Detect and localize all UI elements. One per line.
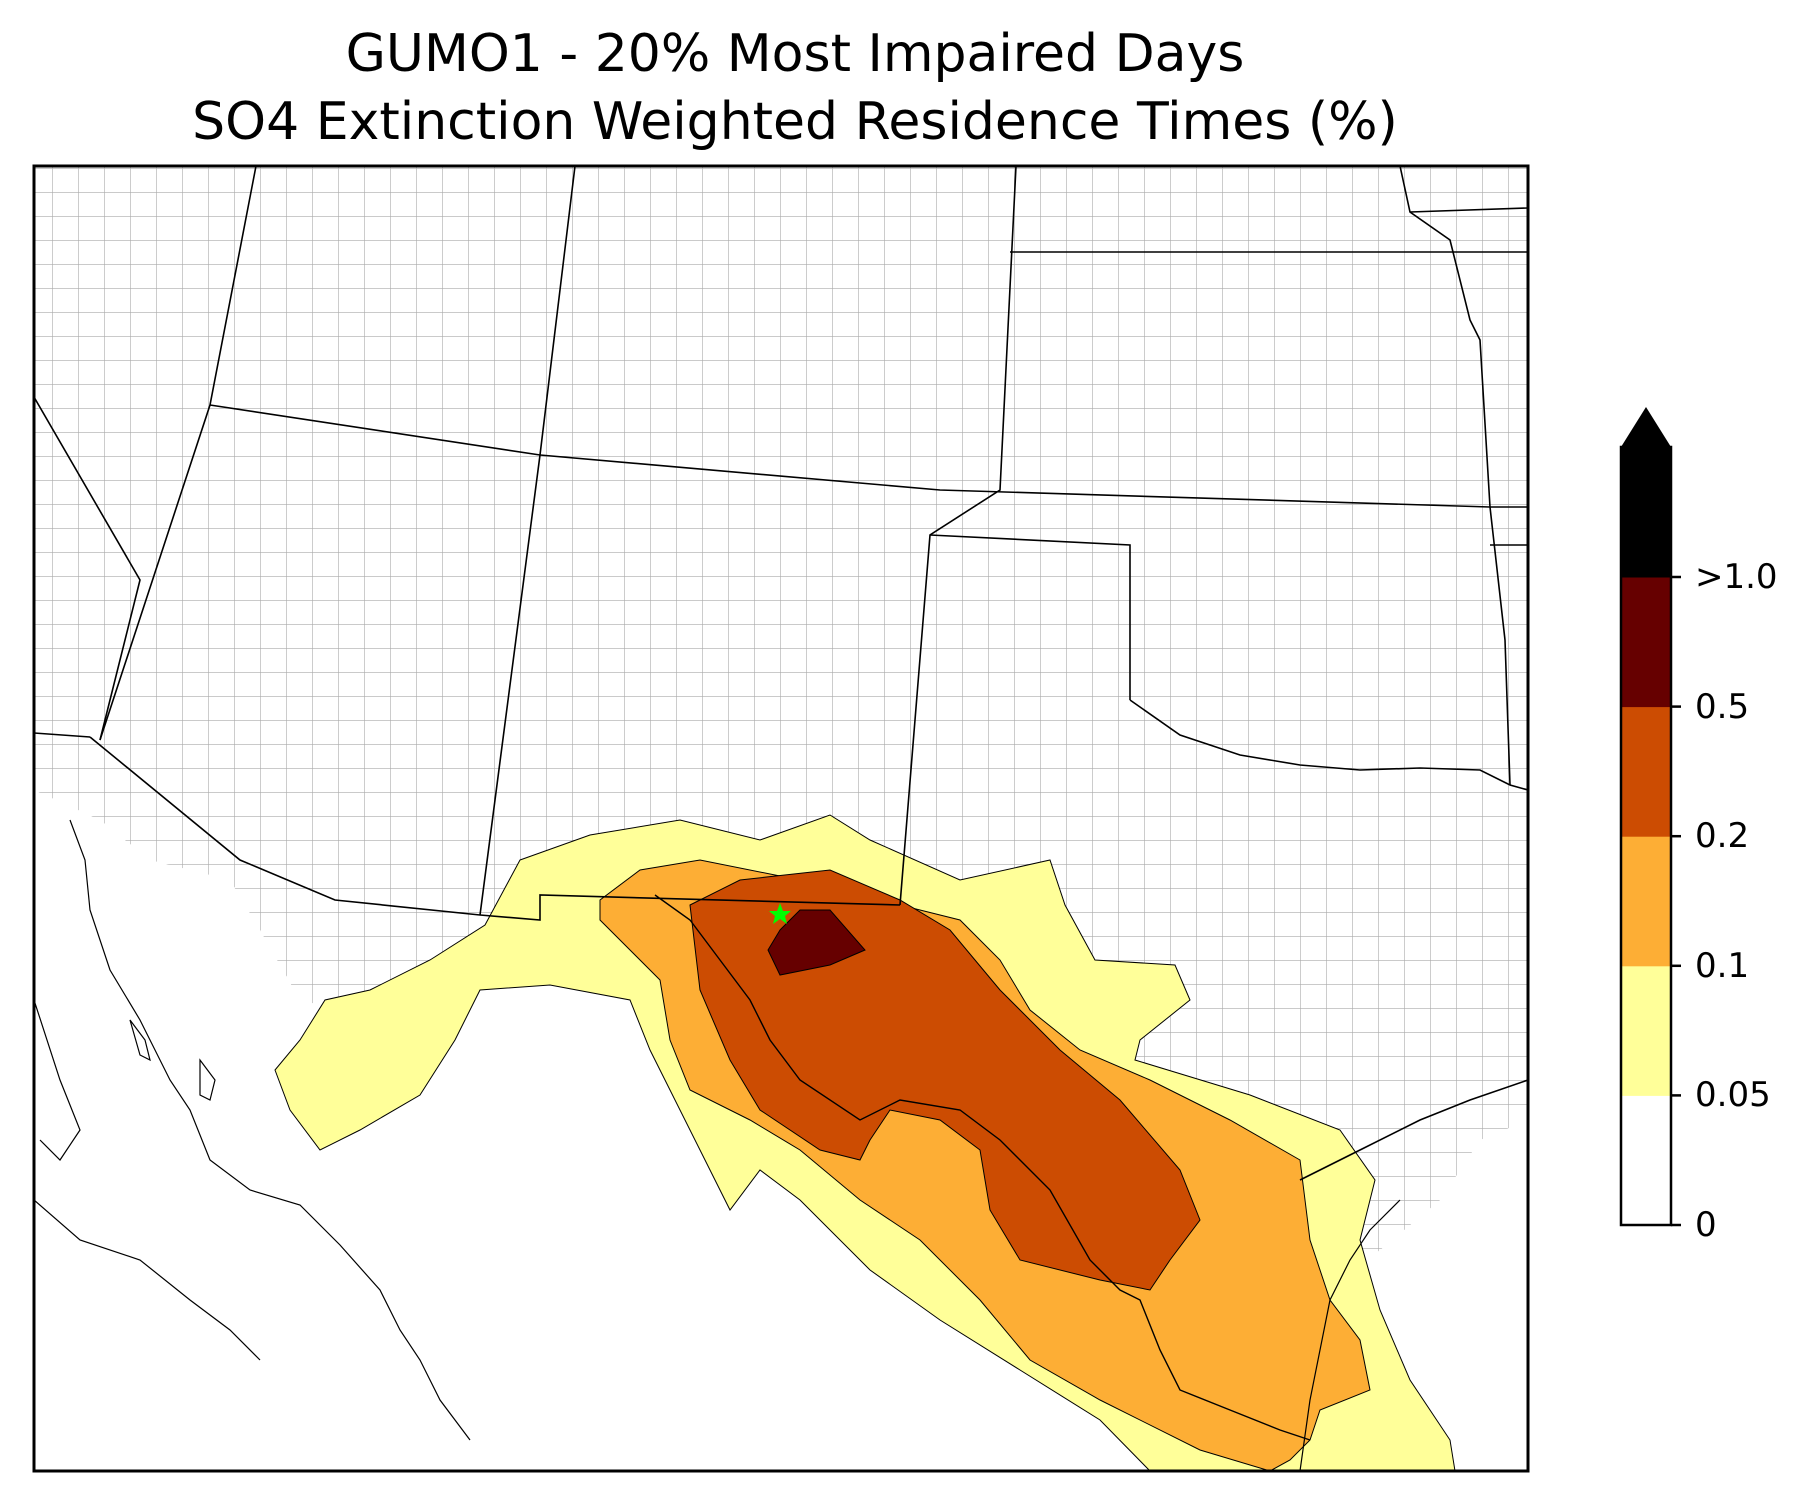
coastlines [34,819,1401,1471]
colorbar-segment [1621,447,1671,578]
colorbar-tick-label: >1.0 [1695,557,1778,597]
contour-0-2 [689,869,1201,1291]
colorbar-tick-label: 0.5 [1695,686,1750,727]
map-title-line-1: GUMO1 - 20% Most Impaired Days [345,24,1245,84]
colorbar-extend-arrow [1621,407,1671,447]
colorbar-segment [1621,577,1671,708]
colorbar-tick-label: 0.1 [1695,945,1750,986]
map-frame [32,164,1530,1473]
colorbar-tick-label: 0.05 [1695,1075,1771,1116]
colorbar-tick-label: 0 [1695,1205,1717,1245]
site-marker-star-icon [769,903,791,924]
map-title-line-2: SO4 Extinction Weighted Residence Times … [192,92,1398,152]
state-boundaries [34,166,1528,1181]
colorbar-segment [1621,836,1671,967]
colorbar-segment [1621,1095,1671,1226]
rio-grande [654,894,1311,1441]
colorbar-segment [1621,965,1671,1096]
colorbar-tick-label: 0.2 [1695,816,1750,857]
contour-0-5 [767,909,866,976]
colorbar-segment [1621,706,1671,837]
